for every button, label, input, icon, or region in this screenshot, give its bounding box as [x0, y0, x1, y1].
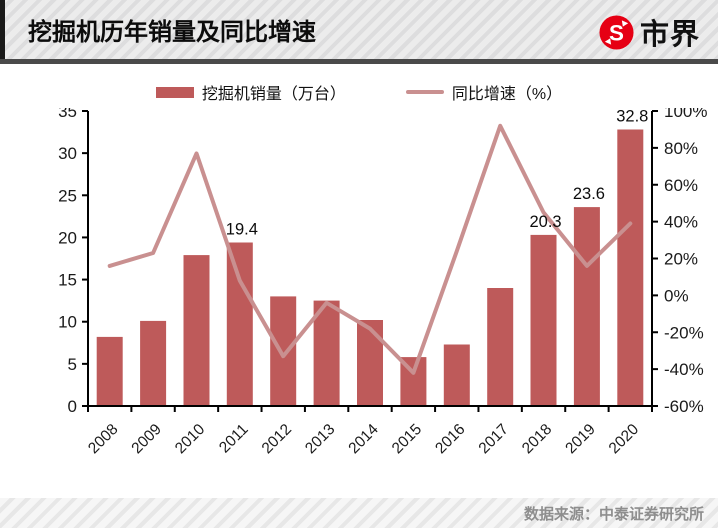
brand-logo: S 市界 [598, 11, 700, 53]
left-tick-label: 35 [58, 108, 77, 121]
right-tick-label: 0% [664, 286, 689, 305]
right-tick-label: 40% [664, 213, 698, 232]
left-tick-label: 5 [68, 355, 77, 374]
brand-logo-icon: S [599, 14, 634, 50]
bar-2019 [573, 207, 600, 406]
right-tick-label: 80% [664, 139, 698, 158]
data-source-label: 数据来源：中泰证券研究所 [523, 505, 704, 523]
bar-2012 [270, 296, 297, 406]
legend-item-sales: 挖掘机销量（万台） [155, 80, 346, 104]
bar-value-label-2020: 32.8 [616, 108, 648, 126]
bar-2016 [443, 344, 470, 406]
legend-line-label: 同比增速（%） [451, 86, 563, 103]
bar-2018 [530, 234, 557, 406]
legend-bar-swatch-icon [155, 86, 194, 98]
bar-2014 [357, 320, 383, 406]
footer: 数据来源：中泰证券研究所 [0, 498, 718, 528]
bar-value-label-2011: 19.4 [226, 220, 258, 238]
legend-line-swatch-icon [405, 90, 444, 94]
x-axis-label-2013: 2013 [302, 421, 338, 457]
x-axis-label-2011: 2011 [216, 421, 252, 457]
right-tick-label: 60% [664, 176, 698, 195]
left-tick-label: 30 [58, 144, 77, 163]
bar-2017 [487, 288, 514, 406]
bar-value-label-2019: 23.6 [573, 185, 605, 203]
x-axis-label-2014: 2014 [345, 421, 382, 458]
left-tick-label: 10 [58, 313, 77, 332]
x-axis-label-2020: 2020 [606, 421, 643, 458]
legend-item-growth: 同比增速（%） [405, 80, 563, 104]
bar-2008 [96, 336, 123, 406]
left-tick-label: 15 [58, 271, 77, 290]
growth-line [107, 123, 633, 375]
x-axis-label-2017: 2017 [476, 421, 512, 457]
x-axis-label-2012: 2012 [259, 421, 295, 457]
right-tick-label: -40% [664, 360, 704, 379]
header-accent-bar [0, 0, 5, 59]
right-tick-label: 100% [664, 108, 707, 121]
x-axis-label-2019: 2019 [562, 421, 598, 457]
bar-2010 [183, 255, 210, 406]
bar-2009 [140, 320, 167, 406]
combo-chart: 0 5 10 15 20 25 30 35 -60% -40% -20% 0% 20% 40% 60% 80%… [58, 108, 707, 458]
left-tick-label: 25 [58, 186, 77, 205]
right-tick-label: -20% [664, 323, 704, 342]
legend-bar-label: 挖掘机销量（万台） [201, 86, 346, 103]
left-tick-label: 0 [68, 397, 77, 416]
header-divider [0, 59, 718, 64]
bar-2011 [226, 242, 253, 406]
bar-value-label-2018: 20.3 [529, 213, 561, 231]
right-tick-label: -60% [664, 397, 704, 416]
chart-panel: 挖掘机销量（万台） 同比增速（%） 0 5 10 15 20 25 30 35 -60% -40%… [0, 64, 718, 498]
bar-2013 [313, 300, 340, 406]
right-tick-label: 20% [664, 250, 698, 269]
x-axis-label-2008: 2008 [85, 421, 121, 457]
chart-legend: 挖掘机销量（万台） 同比增速（%） [0, 64, 718, 108]
x-axis-label-2018: 2018 [519, 421, 555, 457]
svg-text:S: S [609, 20, 624, 45]
x-axis-label-2010: 2010 [172, 421, 209, 458]
page-title: 挖掘机历年销量及同比增速 [28, 19, 316, 46]
x-axis-label-2009: 2009 [129, 421, 165, 457]
x-axis-label-2016: 2016 [432, 421, 468, 457]
header: 挖掘机历年销量及同比增速 S 市界 [0, 0, 718, 59]
bar-2020 [617, 129, 644, 406]
brand-logo-text: 市界 [639, 19, 700, 51]
left-tick-label: 20 [58, 228, 77, 247]
x-axis-label-2015: 2015 [389, 421, 425, 457]
